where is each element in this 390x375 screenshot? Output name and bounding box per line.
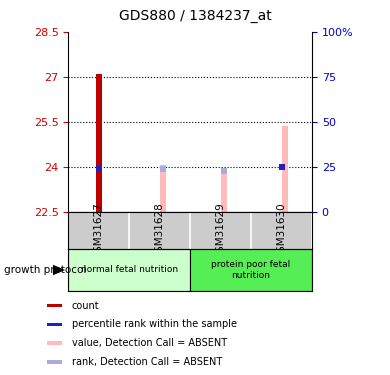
Bar	[68, 249, 190, 291]
Text: GSM31630: GSM31630	[277, 202, 287, 259]
Bar	[47, 322, 62, 326]
Text: GDS880 / 1384237_at: GDS880 / 1384237_at	[119, 9, 271, 23]
Bar	[47, 360, 62, 364]
Text: count: count	[72, 301, 99, 310]
Bar	[47, 304, 62, 307]
Text: protein poor fetal
nutrition: protein poor fetal nutrition	[211, 260, 291, 280]
Text: percentile rank within the sample: percentile rank within the sample	[72, 320, 237, 329]
Bar	[160, 165, 167, 212]
Bar	[47, 341, 62, 345]
Bar	[190, 249, 312, 291]
Bar	[282, 126, 288, 212]
Text: GSM31627: GSM31627	[94, 202, 104, 259]
Text: GSM31629: GSM31629	[216, 202, 225, 259]
Bar	[221, 174, 227, 212]
Text: GSM31628: GSM31628	[155, 202, 165, 259]
Text: growth protocol: growth protocol	[4, 265, 86, 275]
Text: rank, Detection Call = ABSENT: rank, Detection Call = ABSENT	[72, 357, 222, 367]
Bar	[96, 74, 102, 212]
Text: normal fetal nutrition: normal fetal nutrition	[81, 266, 178, 274]
Polygon shape	[53, 265, 65, 275]
Text: value, Detection Call = ABSENT: value, Detection Call = ABSENT	[72, 338, 227, 348]
